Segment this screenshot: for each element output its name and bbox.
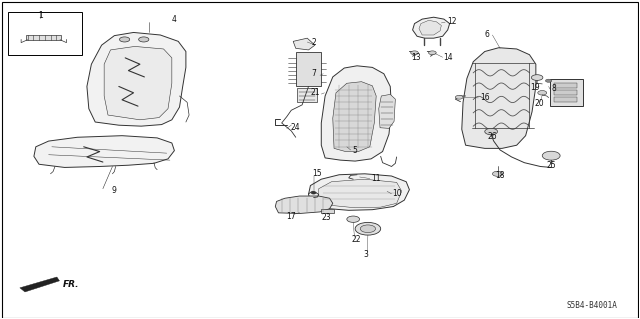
Text: 25: 25 <box>547 161 556 170</box>
Circle shape <box>538 91 547 95</box>
Bar <box>550 79 583 106</box>
Circle shape <box>484 128 497 135</box>
Text: 21: 21 <box>311 88 320 97</box>
Polygon shape <box>319 179 402 208</box>
Polygon shape <box>308 174 410 210</box>
Polygon shape <box>419 20 442 35</box>
Polygon shape <box>26 35 61 40</box>
Polygon shape <box>34 136 174 167</box>
Text: 7: 7 <box>311 69 316 78</box>
Circle shape <box>120 37 130 42</box>
Text: 5: 5 <box>353 146 358 155</box>
Text: 10: 10 <box>392 189 401 198</box>
Bar <box>321 209 334 213</box>
Text: 16: 16 <box>480 93 490 102</box>
Circle shape <box>360 225 376 233</box>
Bar <box>297 88 317 102</box>
Circle shape <box>545 79 552 82</box>
Text: S5B4-B4001A: S5B4-B4001A <box>566 301 617 310</box>
Polygon shape <box>275 196 333 213</box>
Text: 3: 3 <box>364 250 369 259</box>
Text: 23: 23 <box>321 213 331 222</box>
Circle shape <box>429 51 436 55</box>
Bar <box>554 90 577 95</box>
Bar <box>8 12 82 55</box>
Circle shape <box>531 75 543 80</box>
Circle shape <box>311 192 316 194</box>
Text: 14: 14 <box>443 53 452 62</box>
Circle shape <box>456 95 463 99</box>
Text: 17: 17 <box>287 211 296 220</box>
Text: FR.: FR. <box>63 279 80 288</box>
Circle shape <box>411 51 419 55</box>
Polygon shape <box>333 82 376 152</box>
Circle shape <box>542 151 560 160</box>
Text: 20: 20 <box>534 99 544 108</box>
Polygon shape <box>321 66 392 161</box>
Bar <box>554 83 577 88</box>
Text: 1: 1 <box>38 11 43 20</box>
Text: 4: 4 <box>172 15 177 24</box>
Text: 8: 8 <box>551 85 556 93</box>
Polygon shape <box>293 38 315 50</box>
Text: 13: 13 <box>412 53 421 62</box>
Bar <box>554 97 577 102</box>
Polygon shape <box>413 17 450 38</box>
Polygon shape <box>104 47 172 120</box>
Text: 2: 2 <box>311 38 316 47</box>
Text: 6: 6 <box>485 31 490 40</box>
Text: 15: 15 <box>312 169 322 178</box>
Circle shape <box>355 222 381 235</box>
Circle shape <box>139 37 149 42</box>
Text: 9: 9 <box>111 186 116 195</box>
Text: 26: 26 <box>488 132 497 141</box>
Polygon shape <box>87 33 186 126</box>
Text: 11: 11 <box>371 174 381 183</box>
Polygon shape <box>20 277 60 292</box>
Circle shape <box>347 216 360 222</box>
Text: 24: 24 <box>291 123 300 132</box>
Circle shape <box>492 171 502 176</box>
Text: 22: 22 <box>351 235 361 244</box>
Text: 19: 19 <box>530 83 540 92</box>
Text: 12: 12 <box>447 17 456 26</box>
Text: 18: 18 <box>495 171 505 180</box>
Polygon shape <box>379 94 396 128</box>
Bar <box>296 51 321 86</box>
Polygon shape <box>462 48 536 148</box>
